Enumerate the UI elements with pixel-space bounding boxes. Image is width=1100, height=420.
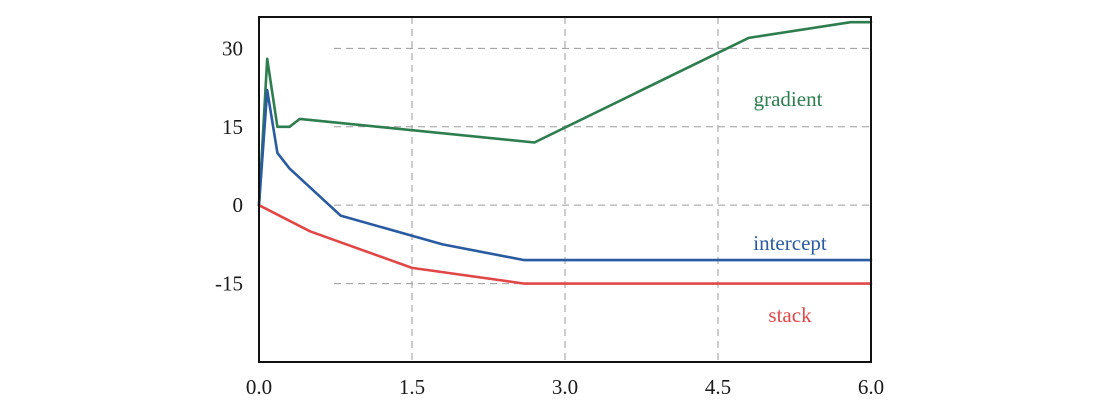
x-tick-label: 1.5: [399, 375, 425, 399]
x-tick-label: 0.0: [246, 375, 272, 399]
y-tick-label: -15: [215, 272, 243, 296]
series-labels: gradient intercept stack: [753, 87, 827, 327]
y-tick-label: 0: [233, 193, 244, 217]
series-label-gradient: gradient: [754, 87, 823, 111]
y-axis-ticks: 30 15 0 -15: [215, 36, 243, 295]
plot-frame: [258, 16, 872, 363]
x-tick-label: 3.0: [552, 375, 578, 399]
series-label-intercept: intercept: [753, 231, 827, 255]
series-line-intercept: [257, 88, 873, 262]
series-line-gradient: [257, 20, 873, 207]
series-label-stack: stack: [768, 303, 812, 327]
x-tick-label: 6.0: [858, 375, 884, 399]
series-lines: [257, 20, 873, 285]
y-tick-label: 30: [222, 36, 243, 60]
x-axis-ticks: 0.0 1.5 3.0 4.5 6.0: [246, 375, 884, 399]
series-line-stack: [257, 203, 873, 285]
y-tick-label: 15: [222, 115, 243, 139]
x-tick-label: 4.5: [705, 375, 731, 399]
